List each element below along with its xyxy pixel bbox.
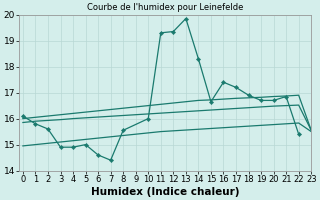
X-axis label: Humidex (Indice chaleur): Humidex (Indice chaleur) [91,187,239,197]
Title: Courbe de l'humidex pour Leinefelde: Courbe de l'humidex pour Leinefelde [87,3,244,12]
